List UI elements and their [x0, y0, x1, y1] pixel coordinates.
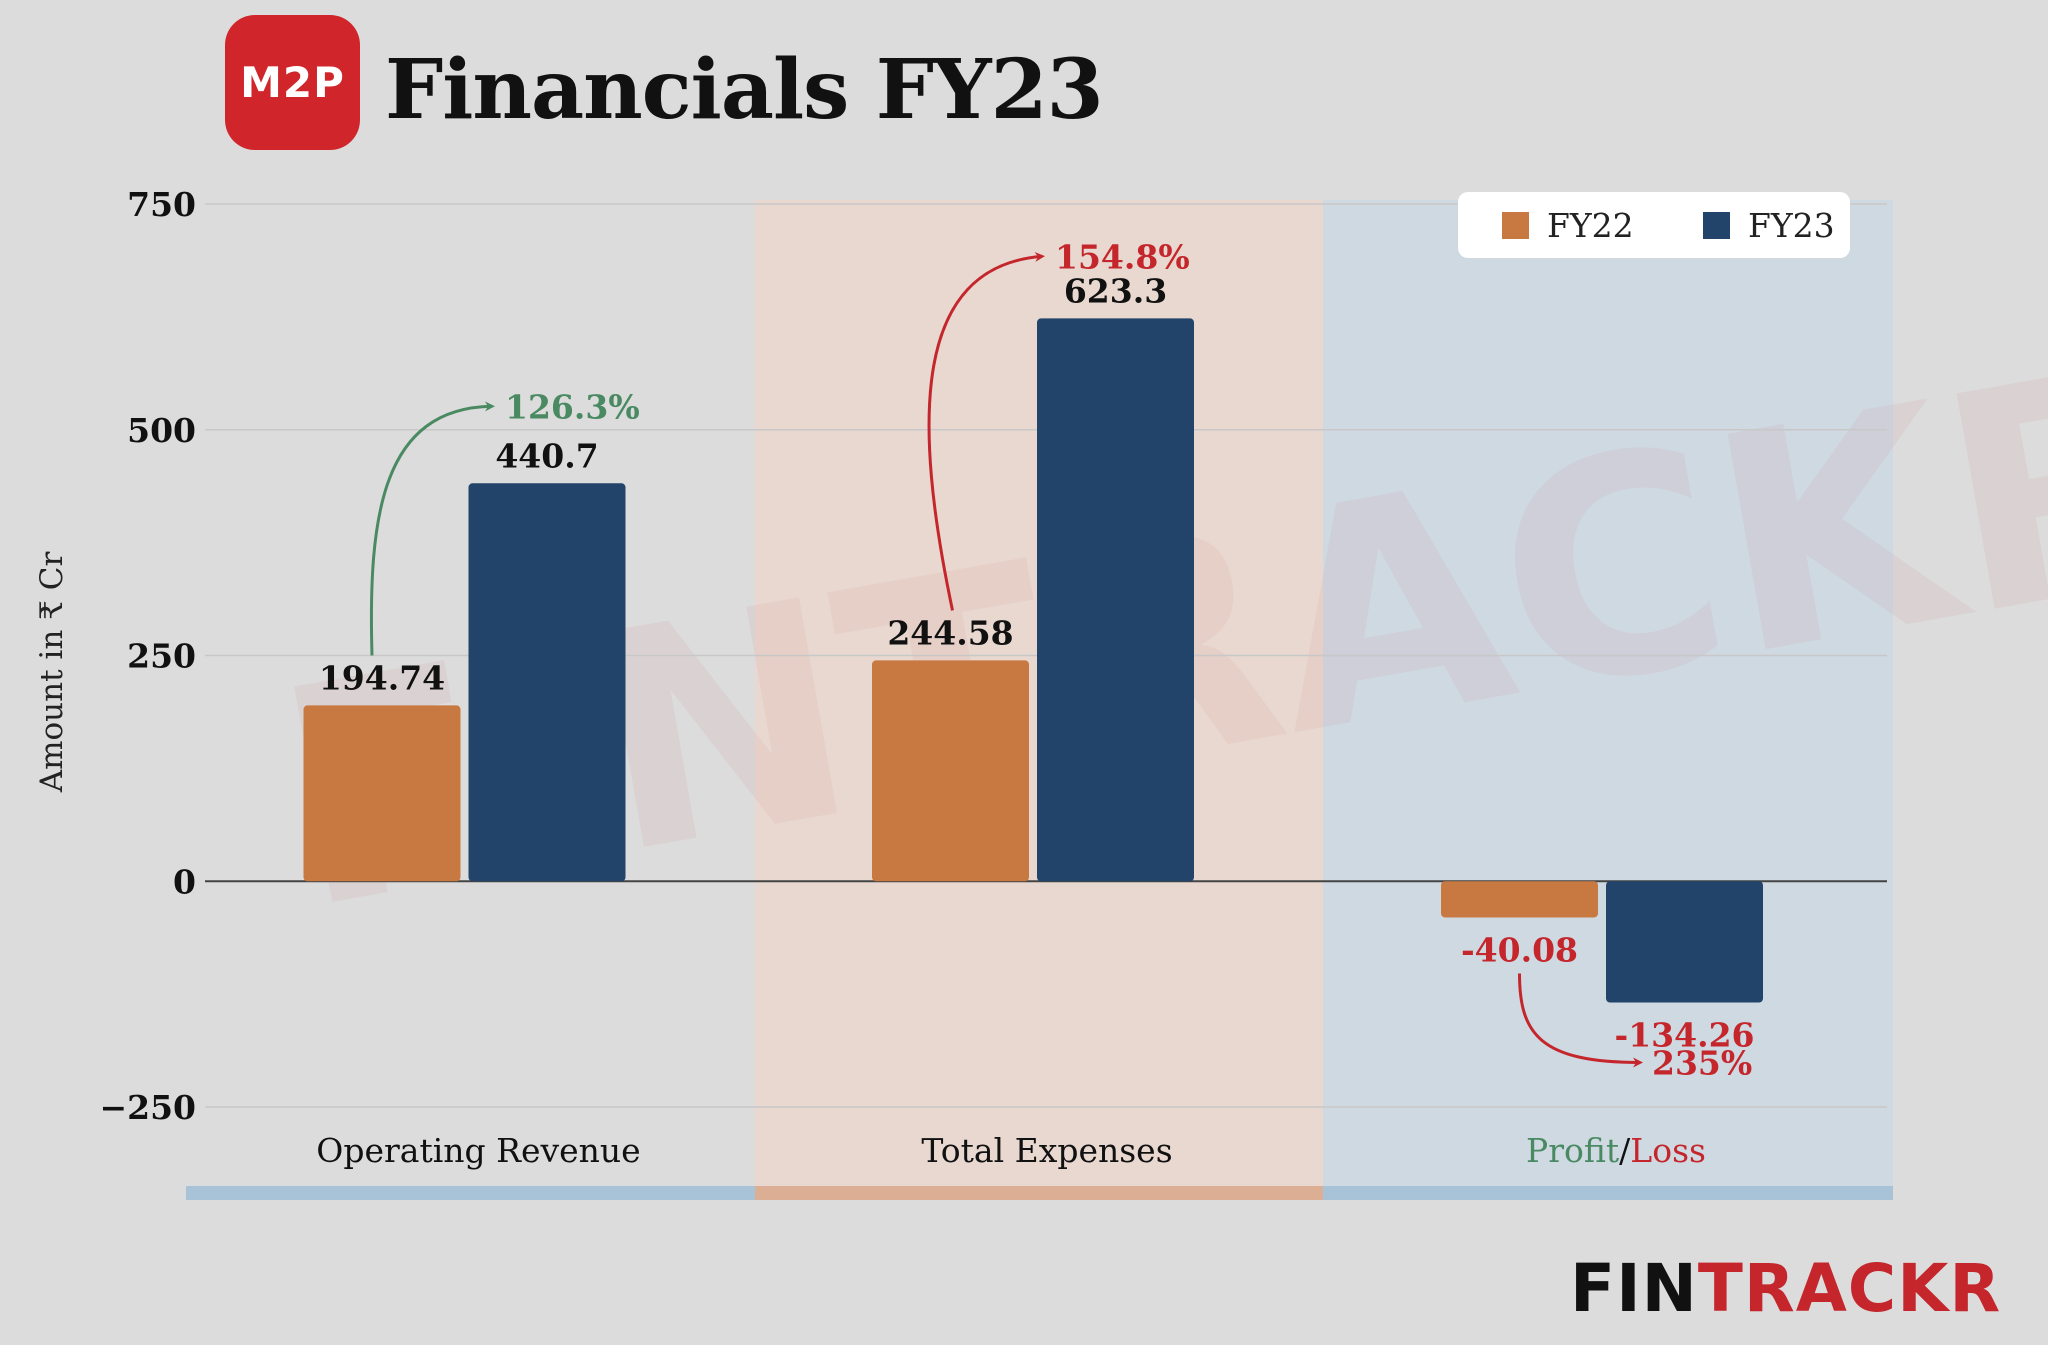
- legend-swatch: [1502, 212, 1529, 239]
- group-stripe: [755, 1186, 1323, 1200]
- m2p-logo: M2P: [225, 15, 360, 150]
- y-tick-label: 250: [127, 637, 196, 676]
- y-axis-label: Amount in ₹ Cr: [34, 552, 70, 794]
- x-tick-label-part: Operating Revenue: [316, 1131, 640, 1170]
- data-label: 194.74: [319, 658, 445, 697]
- y-tick-label: 0: [173, 862, 196, 901]
- legend-label: FY22: [1547, 206, 1634, 245]
- x-tick-label: Operating Revenue: [316, 1131, 640, 1170]
- bar-fy23: [1037, 318, 1194, 882]
- x-tick-label: Profit/Loss: [1526, 1131, 1706, 1170]
- x-tick-label: Total Expenses: [921, 1131, 1172, 1170]
- growth-label: 235%: [1652, 1043, 1752, 1082]
- growth-label: 154.8%: [1055, 237, 1190, 276]
- y-tick-label: −250: [99, 1088, 196, 1127]
- fintrackr-logo: FINTRACKR: [1570, 1250, 2001, 1327]
- data-label: -40.08: [1461, 930, 1578, 969]
- group-stripe: [186, 1186, 755, 1200]
- bar-fy22: [1441, 881, 1598, 918]
- bar-fy22: [303, 705, 461, 882]
- legend-box: [1458, 192, 1850, 258]
- x-tick-label-part: Loss: [1630, 1131, 1706, 1170]
- fintrackr-logo-fin: FIN: [1570, 1250, 1698, 1327]
- x-tick-label-part: /: [1619, 1131, 1631, 1170]
- data-label: 623.3: [1064, 271, 1167, 310]
- bar-fy23: [1606, 881, 1763, 1003]
- legend-swatch: [1703, 212, 1730, 239]
- growth-arrow: [927, 251, 1045, 611]
- bar-fy23: [468, 483, 626, 882]
- data-label: 244.58: [887, 613, 1013, 652]
- x-tick-label-part: Profit: [1526, 1131, 1619, 1170]
- y-tick-label: 750: [127, 185, 196, 224]
- growth-arrow: [369, 401, 495, 656]
- logo-text: M2P: [240, 58, 345, 107]
- data-label: -134.26: [1615, 1015, 1755, 1054]
- page-title: Financials FY23: [385, 42, 1104, 138]
- x-tick-label-part: Total Expenses: [921, 1131, 1172, 1170]
- growth-arrow: [1518, 973, 1643, 1068]
- legend-label: FY23: [1748, 206, 1835, 245]
- growth-label: 126.3%: [505, 387, 640, 426]
- y-tick-label: 500: [127, 411, 196, 450]
- data-label: 440.7: [495, 436, 598, 475]
- group-stripe: [1323, 1186, 1893, 1200]
- bar-fy22: [872, 660, 1029, 882]
- fintrackr-logo-trackr: TRACKR: [1697, 1250, 2002, 1327]
- group-background: [1323, 200, 1893, 1188]
